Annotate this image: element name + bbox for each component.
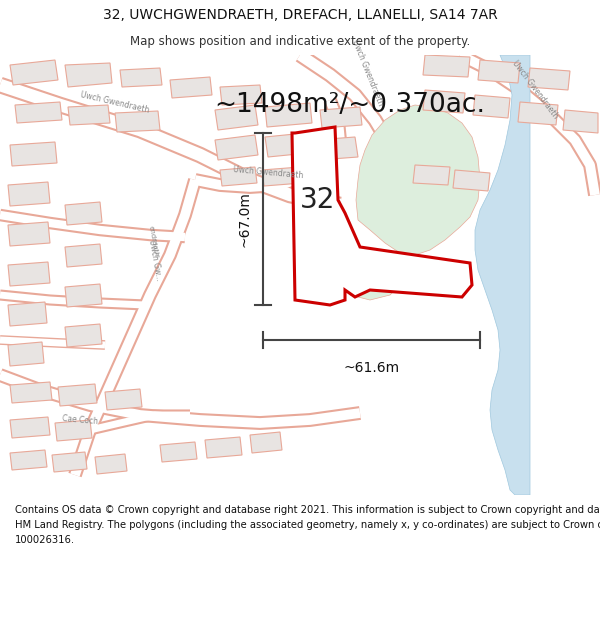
Polygon shape (65, 63, 112, 87)
Text: Uwch Gwendraeth: Uwch Gwendraeth (80, 90, 150, 114)
Polygon shape (478, 60, 520, 83)
Polygon shape (120, 68, 162, 87)
Polygon shape (423, 55, 470, 77)
Polygon shape (563, 110, 598, 133)
Text: ~61.6m: ~61.6m (343, 361, 400, 375)
Text: Contains OS data © Crown copyright and database right 2021. This information is : Contains OS data © Crown copyright and d… (15, 506, 600, 545)
Text: ~1498m²/~0.370ac.: ~1498m²/~0.370ac. (215, 92, 485, 118)
Polygon shape (518, 102, 558, 125)
Polygon shape (8, 342, 44, 366)
Polygon shape (475, 55, 530, 495)
Polygon shape (250, 432, 282, 453)
Text: Uwch Gwendraeth: Uwch Gwendraeth (233, 166, 304, 181)
Polygon shape (220, 167, 257, 186)
Text: Cae Coch: Cae Coch (62, 414, 98, 426)
Polygon shape (350, 253, 410, 300)
Polygon shape (15, 102, 62, 123)
Polygon shape (205, 437, 242, 458)
Polygon shape (95, 454, 127, 474)
Polygon shape (160, 442, 197, 462)
Polygon shape (315, 137, 358, 160)
Polygon shape (413, 165, 450, 185)
Polygon shape (453, 170, 490, 191)
Polygon shape (215, 135, 258, 160)
Text: Uwch Gw...: Uwch Gw... (147, 239, 163, 281)
Polygon shape (528, 68, 570, 90)
Polygon shape (262, 167, 302, 186)
Polygon shape (52, 452, 87, 472)
Polygon shape (10, 382, 52, 403)
Polygon shape (292, 127, 472, 305)
Polygon shape (105, 389, 142, 410)
Polygon shape (265, 133, 308, 157)
Polygon shape (170, 77, 212, 98)
Polygon shape (473, 95, 510, 118)
Text: Map shows position and indicative extent of the property.: Map shows position and indicative extent… (130, 35, 470, 48)
Polygon shape (8, 222, 50, 246)
Polygon shape (8, 182, 50, 206)
Polygon shape (8, 302, 47, 326)
Text: endraeth: endraeth (147, 225, 159, 257)
Polygon shape (58, 384, 97, 406)
Polygon shape (10, 417, 50, 438)
Polygon shape (10, 142, 57, 166)
Polygon shape (65, 202, 102, 225)
Polygon shape (8, 262, 50, 286)
Polygon shape (423, 90, 465, 113)
Text: ~67.0m: ~67.0m (238, 191, 252, 247)
Polygon shape (356, 105, 480, 255)
Text: 32, UWCHGWENDRAETH, DREFACH, LLANELLI, SA14 7AR: 32, UWCHGWENDRAETH, DREFACH, LLANELLI, S… (103, 8, 497, 22)
Polygon shape (220, 85, 262, 105)
Polygon shape (10, 60, 58, 85)
Text: Uwch Gwendraeth: Uwch Gwendraeth (350, 39, 385, 107)
Text: Uwch Gwendraeth: Uwch Gwendraeth (510, 59, 560, 121)
Polygon shape (65, 284, 102, 307)
Polygon shape (65, 244, 102, 267)
Polygon shape (55, 420, 92, 441)
Polygon shape (215, 105, 258, 130)
Polygon shape (320, 107, 362, 128)
Polygon shape (265, 103, 312, 127)
Polygon shape (65, 324, 102, 347)
Polygon shape (68, 105, 110, 125)
Polygon shape (10, 450, 47, 470)
Text: 32: 32 (301, 186, 335, 214)
Polygon shape (115, 111, 160, 132)
